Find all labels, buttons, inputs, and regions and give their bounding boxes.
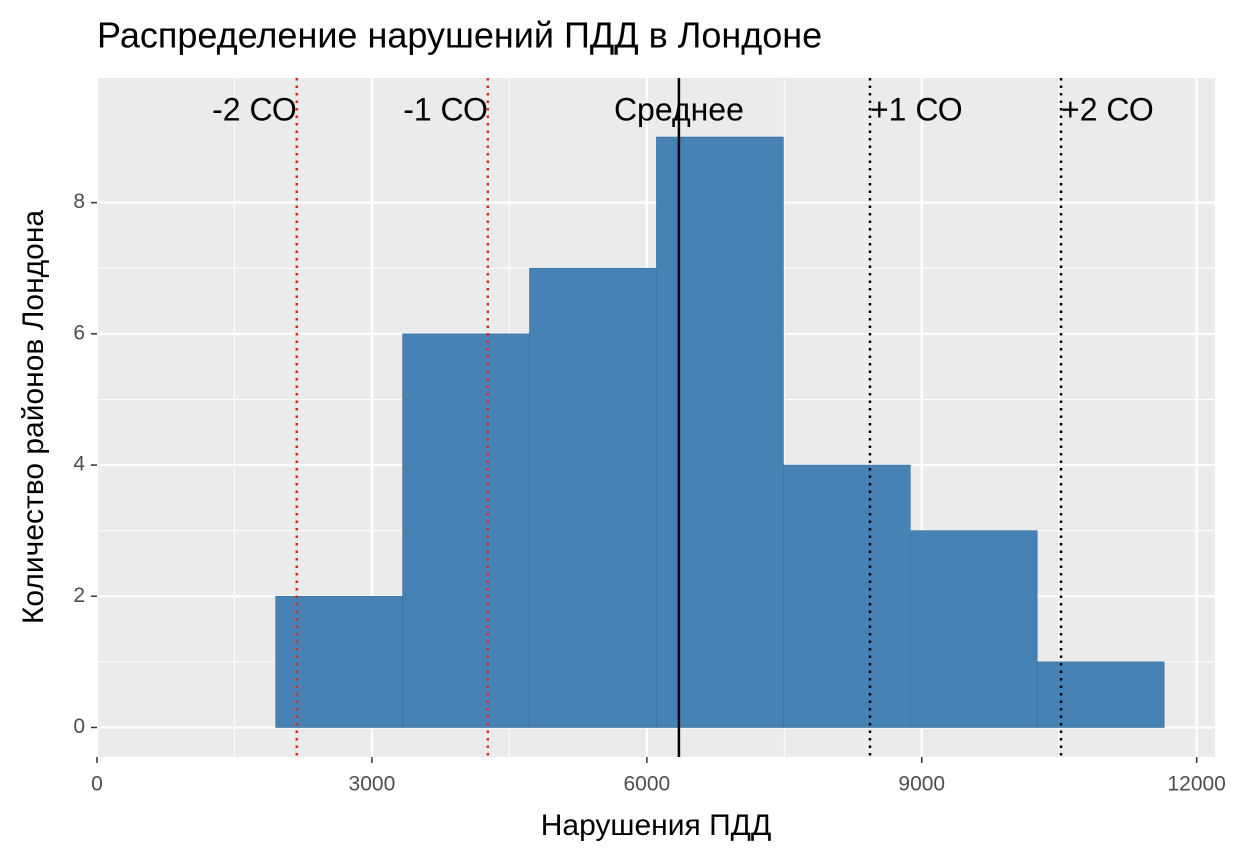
- reference-label: -1 СО: [403, 91, 488, 127]
- histogram-bar: [402, 333, 530, 728]
- y-tick-label: 2: [73, 584, 85, 607]
- histogram-bar: [529, 267, 657, 728]
- y-tick-label: 4: [73, 453, 85, 476]
- histogram-bar: [275, 595, 403, 728]
- x-tick-label: 9000: [898, 773, 945, 796]
- histogram-bar: [909, 530, 1038, 728]
- y-tick-label: 0: [73, 715, 85, 738]
- x-tick-label: 12000: [1167, 773, 1225, 796]
- reference-label: +2 СО: [1061, 91, 1154, 127]
- reference-label: Среднее: [614, 91, 744, 127]
- y-axis-title: Количество районов Лондона: [17, 210, 50, 624]
- x-tick-label: 6000: [623, 773, 670, 796]
- chart-title: Распределение нарушений ПДД в Лондоне: [97, 15, 822, 56]
- reference-label: +1 СО: [870, 91, 963, 127]
- y-tick-label: 6: [73, 321, 85, 344]
- histogram-bar: [783, 464, 911, 728]
- reference-label: -2 СО: [212, 91, 297, 127]
- x-axis-title: Нарушения ПДД: [541, 809, 772, 842]
- x-tick-label: 0: [91, 773, 103, 796]
- histogram-bar: [656, 136, 784, 728]
- y-tick-label: 8: [73, 190, 85, 213]
- histogram-bar: [1036, 661, 1165, 728]
- x-tick-label: 3000: [349, 773, 396, 796]
